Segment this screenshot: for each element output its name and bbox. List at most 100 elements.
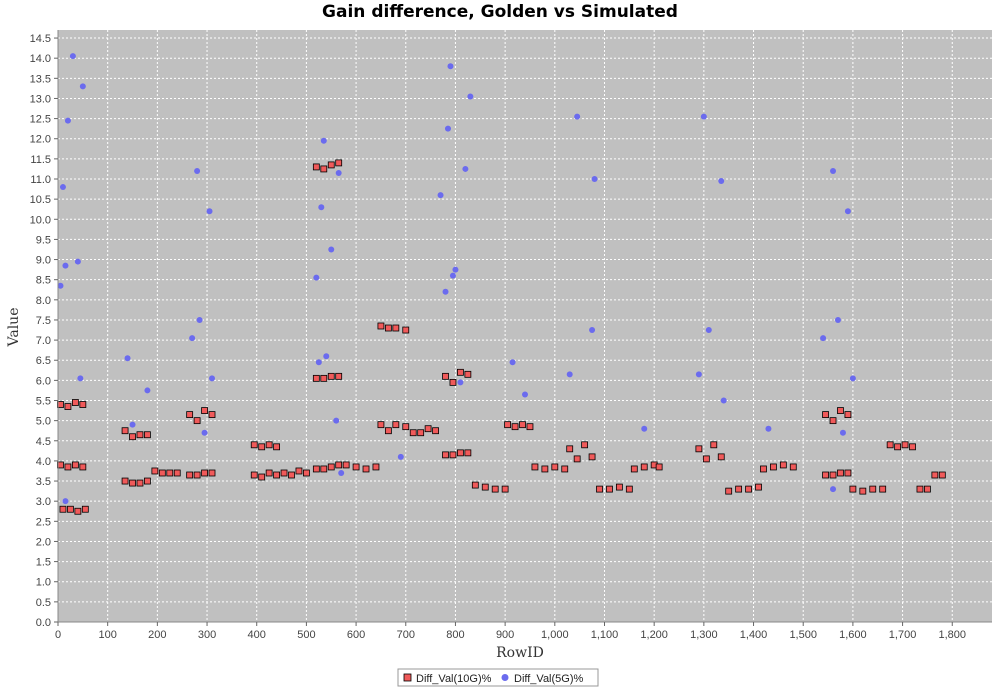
y-tick-label: 11.5 — [30, 154, 51, 166]
y-tick-label: 14.0 — [30, 53, 51, 65]
data-point-10g — [67, 505, 74, 513]
data-point-5g — [820, 335, 827, 342]
data-point-10g — [158, 469, 166, 477]
x-tick-label: 800 — [446, 629, 464, 641]
data-point-10g — [335, 372, 343, 380]
data-point-10g — [844, 469, 852, 477]
y-tick-label: 0.5 — [36, 597, 51, 609]
data-point-10g — [504, 421, 512, 429]
data-point-10g — [193, 417, 201, 425]
data-point-10g — [384, 427, 392, 435]
data-point-10g — [615, 483, 623, 491]
data-point-10g — [392, 421, 400, 429]
data-point-5g — [397, 453, 404, 460]
data-point-10g — [352, 463, 360, 471]
data-point-10g — [924, 485, 931, 493]
data-point-10g — [630, 465, 638, 473]
data-point-10g — [173, 469, 181, 477]
data-point-10g — [362, 465, 370, 473]
data-point-10g — [79, 401, 87, 408]
data-point-5g — [509, 359, 516, 366]
data-point-10g — [916, 485, 924, 493]
data-point-5g — [59, 184, 66, 191]
data-point-10g — [501, 485, 509, 493]
y-tick-label: 3.5 — [36, 476, 51, 488]
x-tick-label: 500 — [297, 629, 315, 641]
data-point-5g — [57, 282, 64, 289]
data-point-5g — [834, 316, 841, 323]
data-point-10g — [449, 378, 457, 386]
data-point-10g — [144, 477, 151, 485]
data-point-10g — [655, 463, 663, 471]
x-tick-label: 1,700 — [889, 629, 917, 641]
data-point-10g — [59, 505, 67, 513]
plot-background — [58, 30, 992, 622]
data-point-5g — [194, 167, 201, 174]
data-point-10g — [201, 469, 208, 477]
data-point-10g — [735, 485, 743, 493]
legend-label-5g: Diff_Val(5G)% — [514, 673, 584, 685]
data-point-10g — [144, 431, 151, 439]
data-point-10g — [581, 441, 589, 449]
y-tick-label: 2.5 — [36, 516, 51, 528]
data-point-10g — [303, 469, 310, 477]
data-point-10g — [121, 427, 129, 435]
data-point-10g — [566, 445, 574, 453]
data-point-10g — [481, 483, 489, 491]
data-point-5g — [129, 421, 136, 428]
data-point-5g — [695, 371, 702, 378]
y-tick-label: 13.0 — [30, 93, 51, 105]
data-point-10g — [822, 471, 829, 479]
data-point-10g — [265, 469, 273, 477]
data-point-10g — [384, 324, 392, 332]
data-point-10g — [320, 374, 328, 382]
data-point-10g — [265, 441, 273, 449]
data-point-5g — [700, 113, 707, 120]
data-point-10g — [377, 322, 385, 330]
data-point-10g — [710, 441, 718, 449]
data-point-5g — [720, 397, 727, 404]
data-point-10g — [606, 485, 613, 493]
legend-marker-5g — [501, 674, 509, 681]
data-point-5g — [467, 93, 474, 100]
data-point-5g — [447, 63, 454, 70]
data-point-10g — [129, 433, 136, 441]
data-point-10g — [417, 429, 425, 437]
data-point-10g — [588, 453, 596, 461]
data-point-10g — [74, 507, 82, 515]
data-point-10g — [938, 471, 946, 479]
data-point-5g — [62, 262, 69, 269]
data-point-10g — [327, 372, 335, 380]
data-point-10g — [822, 411, 829, 418]
data-point-10g — [829, 471, 837, 479]
y-tick-label: 4.5 — [36, 436, 51, 448]
data-point-10g — [402, 326, 410, 334]
data-point-10g — [770, 463, 777, 471]
data-point-10g — [312, 374, 320, 382]
data-point-10g — [695, 445, 703, 453]
data-point-10g — [409, 429, 417, 437]
data-point-5g — [705, 327, 712, 334]
data-point-5g — [323, 353, 330, 360]
data-point-5g — [201, 429, 208, 436]
data-point-5g — [442, 288, 449, 295]
data-point-5g — [196, 316, 203, 323]
data-point-5g — [830, 486, 837, 493]
data-point-5g — [849, 375, 856, 382]
data-point-5g — [566, 371, 573, 378]
data-point-10g — [625, 485, 633, 493]
y-tick-label: 4.0 — [36, 456, 51, 468]
data-point-10g — [464, 449, 472, 457]
data-point-5g — [124, 355, 131, 362]
x-tick-label: 1,100 — [591, 629, 619, 641]
data-point-10g — [129, 479, 136, 487]
data-point-10g — [342, 461, 350, 469]
data-point-10g — [377, 421, 385, 429]
data-point-10g — [909, 443, 916, 451]
data-point-10g — [442, 372, 449, 380]
data-point-10g — [186, 411, 194, 418]
y-tick-label: 2.0 — [36, 536, 51, 548]
data-point-10g — [273, 443, 280, 451]
legend-marker-10g — [403, 673, 412, 682]
data-point-10g — [186, 471, 194, 479]
